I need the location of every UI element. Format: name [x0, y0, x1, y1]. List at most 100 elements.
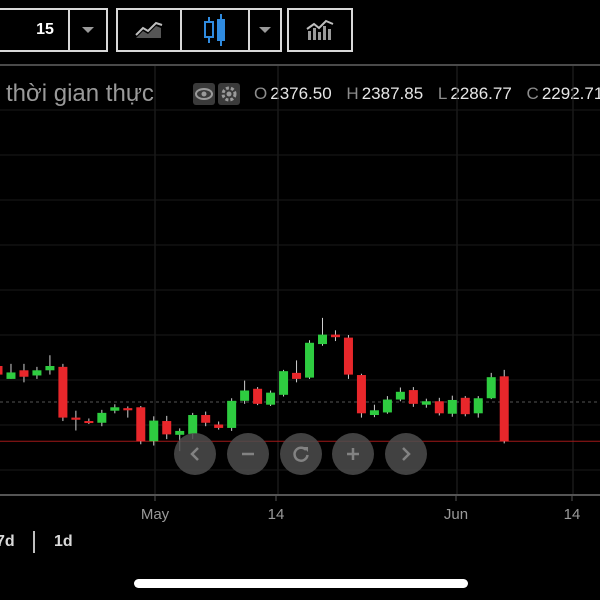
- candle: [408, 387, 418, 407]
- candle: [292, 360, 302, 383]
- range-divider: [33, 531, 35, 553]
- ohlc-high: H 2387.85: [346, 84, 424, 103]
- candle-body-down: [71, 417, 81, 420]
- candle: [382, 396, 392, 414]
- candlestick-button[interactable]: [182, 10, 248, 50]
- candle-body-up: [240, 390, 250, 401]
- candle-body-up: [305, 342, 315, 378]
- x-tick-label: May: [141, 506, 170, 523]
- candle: [6, 363, 16, 379]
- range-1d[interactable]: 1d: [54, 533, 73, 550]
- chevron-left-icon: [190, 447, 199, 461]
- candle-body-down: [330, 334, 340, 338]
- candle-body-up: [32, 370, 42, 376]
- candle: [343, 335, 353, 379]
- zoom-out-button[interactable]: [227, 433, 269, 475]
- line-chart-button[interactable]: [118, 10, 180, 50]
- candle: [240, 380, 250, 404]
- candle: [45, 355, 55, 375]
- candle-body-down: [499, 376, 509, 442]
- interval-selector[interactable]: 15: [0, 8, 108, 52]
- chevron-right-icon: [402, 447, 411, 461]
- candle: [434, 397, 444, 416]
- scroll-left-button[interactable]: [174, 433, 216, 475]
- chevron-down-icon: [259, 27, 271, 33]
- candle: [266, 390, 276, 406]
- candle-body-up: [473, 398, 483, 414]
- chart-type-dropdown-button[interactable]: [250, 10, 280, 50]
- x-tick-label: 14: [268, 506, 285, 523]
- candle: [356, 373, 366, 418]
- indicators-icon: [306, 19, 334, 40]
- candle: [499, 369, 509, 444]
- settings-button[interactable]: [218, 83, 240, 105]
- candle-body-up: [149, 420, 159, 442]
- candle: [227, 398, 237, 431]
- candle: [253, 387, 263, 406]
- candle-body-down: [292, 372, 302, 379]
- candle: [421, 398, 431, 408]
- candle-body-down: [434, 401, 444, 414]
- candle-body-up: [227, 400, 237, 428]
- visibility-toggle[interactable]: [193, 83, 215, 105]
- zoom-in-button[interactable]: [332, 433, 374, 475]
- x-tick-label: Jun: [444, 506, 468, 523]
- candle-body-up: [110, 407, 120, 411]
- scroll-right-button[interactable]: [385, 433, 427, 475]
- reset-icon: [293, 446, 309, 462]
- candle: [369, 404, 379, 418]
- candle: [58, 363, 68, 422]
- line-chart-icon: [135, 21, 163, 38]
- candle: [71, 410, 81, 431]
- candle-body-up: [45, 366, 55, 371]
- x-tick-label: 14: [564, 506, 581, 523]
- candle-body-down: [84, 421, 94, 424]
- ohlc-legend: O 2376.50 H 2387.85 L 2286.77 C 2292.71: [254, 84, 600, 104]
- candle-body-down: [201, 415, 211, 423]
- candle-body-up: [382, 399, 392, 413]
- candle: [279, 369, 289, 397]
- candle-body-up: [175, 430, 185, 435]
- candle-body-up: [447, 399, 457, 414]
- candle: [447, 395, 457, 417]
- gear-icon: [218, 83, 240, 105]
- candle-body-up: [421, 401, 431, 405]
- candle-body-up: [486, 377, 496, 399]
- candle-body-down: [460, 397, 470, 415]
- candle: [32, 366, 42, 379]
- candle: [460, 396, 470, 417]
- candle-body-up: [266, 392, 276, 405]
- chevron-down-icon: [82, 27, 94, 33]
- candle-body-down: [19, 370, 29, 377]
- indicators-button[interactable]: [287, 8, 353, 52]
- candle: [473, 396, 483, 418]
- candle: [318, 317, 327, 346]
- candle-body-up: [6, 372, 16, 379]
- candle: [0, 366, 3, 375]
- candle: [19, 363, 29, 383]
- candle-body-up: [279, 371, 289, 395]
- plus-icon: [347, 448, 359, 460]
- interval-value: 15: [36, 21, 54, 38]
- candle: [486, 372, 496, 400]
- range-7d[interactable]: 7d: [0, 533, 15, 550]
- candle-body-down: [356, 375, 366, 414]
- chart-type-selector[interactable]: [116, 8, 282, 52]
- candle-body-up: [188, 415, 198, 434]
- candle: [123, 406, 133, 418]
- candle: [97, 409, 107, 427]
- ohlc-low: L 2286.77: [437, 84, 512, 103]
- candle-body-down: [58, 366, 68, 418]
- candle: [305, 340, 315, 379]
- candle: [136, 405, 146, 445]
- candlestick-icon: [204, 14, 225, 46]
- candle-body-down: [408, 390, 418, 404]
- ohlc-close: C 2292.71: [526, 84, 600, 103]
- candle-body-up: [97, 412, 107, 423]
- candle-body-down: [214, 424, 224, 428]
- candle: [149, 416, 159, 446]
- interval-dropdown-button[interactable]: [70, 10, 106, 50]
- candle-body-down: [123, 408, 133, 411]
- reset-button[interactable]: [280, 433, 322, 475]
- candle-body-down: [136, 407, 146, 442]
